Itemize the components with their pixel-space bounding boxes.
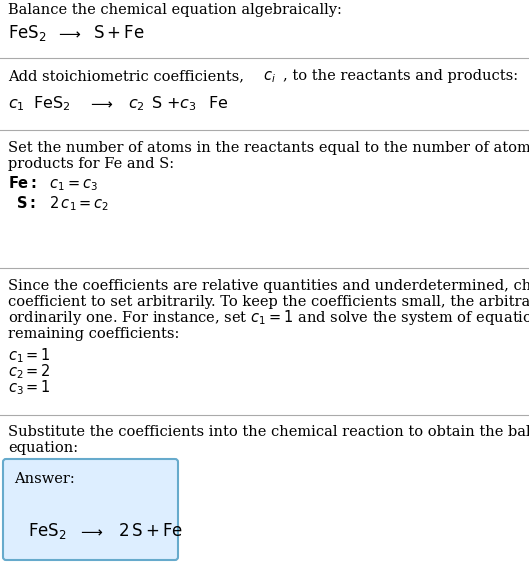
Text: $c_3 = 1$: $c_3 = 1$	[8, 378, 51, 397]
Text: $\mathregular{FeS_2}$: $\mathregular{FeS_2}$	[28, 521, 67, 541]
Text: $c_2 = 2$: $c_2 = 2$	[8, 362, 51, 380]
Text: $\mathregular{2\,S + Fe}$: $\mathregular{2\,S + Fe}$	[118, 522, 183, 540]
Text: $\mathregular{Fe}$: $\mathregular{Fe}$	[208, 95, 228, 111]
Text: Since the coefficients are relative quantities and underdetermined, choose a: Since the coefficients are relative quan…	[8, 279, 529, 293]
Text: $+c_3$: $+c_3$	[166, 96, 196, 113]
Text: Add stoichiometric coefficients,: Add stoichiometric coefficients,	[8, 69, 249, 83]
Text: $c_1 = 1$: $c_1 = 1$	[8, 346, 51, 365]
Text: ordinarily one. For instance, set $c_1 = 1$ and solve the system of equations fo: ordinarily one. For instance, set $c_1 =…	[8, 308, 529, 327]
Text: $\longrightarrow$: $\longrightarrow$	[88, 96, 114, 111]
Text: $2\,c_1 = c_2$: $2\,c_1 = c_2$	[40, 194, 110, 213]
Text: coefficient to set arbitrarily. To keep the coefficients small, the arbitrary va: coefficient to set arbitrarily. To keep …	[8, 295, 529, 309]
Text: $\mathregular{FeS_2}$: $\mathregular{FeS_2}$	[33, 94, 70, 113]
Text: , to the reactants and products:: , to the reactants and products:	[283, 69, 518, 83]
Text: $\mathbf{S:}$: $\mathbf{S:}$	[16, 195, 35, 211]
Text: $c_2$: $c_2$	[128, 97, 145, 113]
Text: Balance the chemical equation algebraically:: Balance the chemical equation algebraica…	[8, 3, 342, 17]
Text: remaining coefficients:: remaining coefficients:	[8, 327, 179, 341]
Text: $\mathbf{Fe:}$: $\mathbf{Fe:}$	[8, 175, 37, 191]
Text: $c_i$: $c_i$	[263, 69, 276, 84]
Text: $\longrightarrow$: $\longrightarrow$	[78, 524, 104, 539]
Text: $\mathregular{S + Fe}$: $\mathregular{S + Fe}$	[93, 24, 145, 42]
Text: $\mathregular{FeS_2}$: $\mathregular{FeS_2}$	[8, 23, 47, 43]
Text: $\mathregular{S}$: $\mathregular{S}$	[151, 95, 162, 111]
Text: equation:: equation:	[8, 441, 78, 455]
Text: Set the number of atoms in the reactants equal to the number of atoms in the: Set the number of atoms in the reactants…	[8, 141, 529, 155]
Text: Answer:: Answer:	[14, 472, 75, 486]
Text: $c_1 = c_3$: $c_1 = c_3$	[40, 177, 98, 193]
Text: $\longrightarrow$: $\longrightarrow$	[56, 26, 82, 41]
Text: Substitute the coefficients into the chemical reaction to obtain the balanced: Substitute the coefficients into the che…	[8, 425, 529, 439]
Text: $c_1$: $c_1$	[8, 97, 25, 113]
Text: products for Fe and S:: products for Fe and S:	[8, 157, 174, 171]
FancyBboxPatch shape	[3, 459, 178, 560]
